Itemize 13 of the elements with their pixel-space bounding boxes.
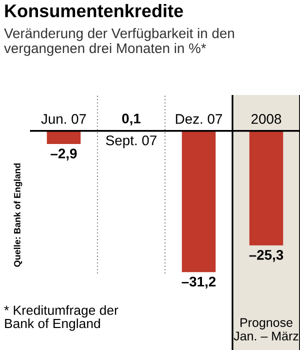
band-label: Prognose Jan. – März (234, 318, 298, 340)
x-tick-label: Sept. 07 (106, 135, 156, 148)
x-tick-label: Jun. 07 (41, 114, 86, 124)
chart-subtitle: Veränderung der Verfügbarkeit in den vergangenen drei Monaten in %* (4, 28, 234, 56)
data-label: –31,2 (182, 276, 216, 289)
chart-title: Konsumentenkredite (5, 4, 183, 18)
data-label: 0,1 (122, 114, 141, 126)
source-note: Quelle: Bank of England (14, 163, 22, 267)
text: * Kreditumfrage der Bank of England (4, 305, 118, 331)
data-label: –2,9 (50, 148, 77, 160)
x-tick-label: 2008 (252, 114, 282, 124)
x-tick-label: Dez. 07 (176, 114, 222, 124)
data-label: –25,3 (249, 250, 284, 262)
